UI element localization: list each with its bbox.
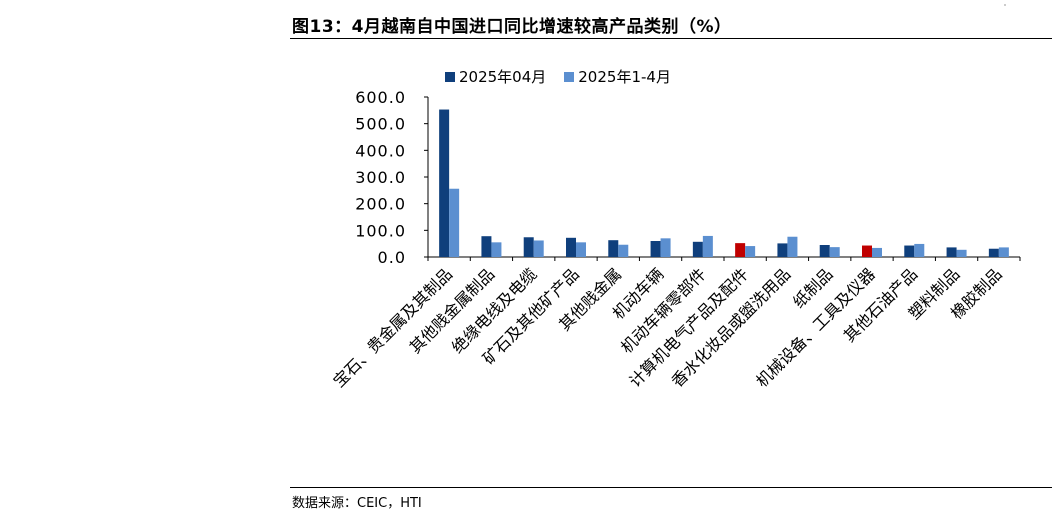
bar-2025-04 xyxy=(481,236,492,257)
y-tick-label: 300.0 xyxy=(355,168,406,187)
corner-mark xyxy=(1004,4,1006,6)
bar-2025-04 xyxy=(946,247,957,257)
legend-label-series-1: 2025年04月 xyxy=(459,68,547,86)
legend-label-series-2: 2025年1-4月 xyxy=(578,68,671,86)
title-rule xyxy=(290,38,1052,39)
y-tick-label: 500.0 xyxy=(355,115,406,134)
bar-2025-01-04 xyxy=(956,249,967,257)
bar-2025-01-04 xyxy=(702,235,713,257)
bar-2025-01-04 xyxy=(998,247,1009,257)
bar-2025-04 xyxy=(608,240,619,257)
bar-2025-01-04 xyxy=(491,242,502,257)
legend-item-series-1: 2025年04月 xyxy=(445,66,546,87)
y-tick-label: 100.0 xyxy=(355,221,406,240)
legend-item-series-2: 2025年1-4月 xyxy=(564,66,671,87)
bar-2025-01-04 xyxy=(745,246,756,257)
bar-2025-04 xyxy=(988,248,999,257)
source-rule xyxy=(290,487,1052,488)
bar-2025-01-04 xyxy=(829,247,840,257)
bar-2025-01-04 xyxy=(576,242,586,257)
bar-2025-01-04 xyxy=(660,238,671,257)
bar-2025-04 xyxy=(777,243,788,257)
bar-2025-04 xyxy=(650,241,661,257)
bar-2025-01-04 xyxy=(618,244,629,257)
y-tick-label: 400.0 xyxy=(355,141,406,160)
bar-2025-01-04 xyxy=(914,243,925,257)
bar-2025-04 xyxy=(523,237,534,257)
bar-2025-04 xyxy=(735,243,746,257)
bar-2025-04 xyxy=(692,241,703,257)
y-tick-label: 0.0 xyxy=(378,248,406,267)
chart-legend: 2025年04月 2025年1-4月 xyxy=(445,66,689,87)
bar-2025-04 xyxy=(904,245,915,257)
source-note: 数据来源：CEIC，HTI xyxy=(292,496,422,511)
legend-swatch-series-2 xyxy=(564,71,575,82)
bar-2025-04 xyxy=(862,245,872,257)
legend-swatch-series-1 xyxy=(445,71,455,82)
bar-2025-04 xyxy=(566,237,576,257)
bar-2025-01-04 xyxy=(872,247,882,257)
bar-2025-04 xyxy=(819,245,830,257)
bar-2025-01-04 xyxy=(449,188,460,257)
bar-2025-01-04 xyxy=(533,240,544,257)
bar-2025-01-04 xyxy=(787,236,798,257)
figure-title: 图13：4月越南自中国进口同比增速较高产品类别（%） xyxy=(292,17,732,37)
y-tick-label: 200.0 xyxy=(355,195,406,214)
bar-2025-04 xyxy=(439,109,450,258)
y-tick-label: 600.0 xyxy=(355,88,406,107)
